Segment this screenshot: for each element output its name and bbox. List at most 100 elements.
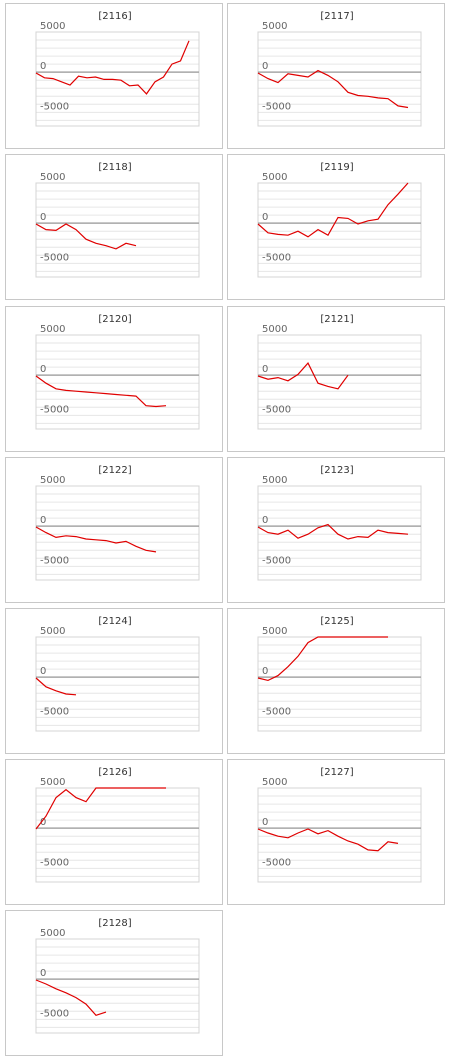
series-line [35, 375, 167, 408]
line-chart: [2122] 5000 0 -5000 [35, 465, 200, 581]
y-tick-label: -5000 [40, 555, 69, 566]
line-chart: [2118] 5000 0 -5000 [35, 162, 200, 278]
chart-panel: [2123] 5000 0 -5000 [227, 457, 445, 603]
series-line [35, 526, 157, 553]
y-tick-label: 5000 [40, 21, 65, 32]
line-chart: [2125] 5000 0 -5000 [257, 616, 422, 732]
chart-panel: [2120] 5000 0 -5000 [5, 306, 223, 452]
chart-panel: [2119] 5000 0 -5000 [227, 154, 445, 300]
y-tick-label: 5000 [262, 626, 287, 637]
chart-title: [2117] [320, 11, 353, 22]
chart-title: [2119] [320, 162, 353, 173]
series-line [257, 636, 388, 682]
line-chart: [2124] 5000 0 -5000 [35, 616, 200, 732]
line-chart: [2128] 5000 0 -5000 [35, 918, 200, 1034]
plot-frame [35, 334, 200, 430]
line-chart: [2120] 5000 0 -5000 [35, 314, 200, 430]
chart-title: [2128] [98, 918, 131, 929]
chart-title: [2120] [98, 314, 131, 325]
y-tick-label: -5000 [262, 252, 291, 263]
chart-title: [2116] [98, 11, 131, 22]
series-line [35, 40, 190, 95]
line-chart: [2116] 5000 0 -5000 [35, 11, 200, 127]
series-line [35, 787, 166, 830]
y-tick-label: 0 [40, 817, 46, 828]
y-tick-label: -5000 [40, 101, 69, 112]
line-chart: [2119] 5000 0 -5000 [257, 162, 422, 278]
chart-panel: [2127] 5000 0 -5000 [227, 759, 445, 905]
series-line [35, 223, 137, 250]
series-line [35, 677, 77, 696]
y-tick-label: -5000 [40, 404, 69, 415]
chart-title: [2127] [320, 767, 353, 778]
series-line [257, 182, 409, 238]
chart-panel: [2116] 5000 0 -5000 [5, 3, 223, 149]
y-tick-label: 5000 [262, 475, 287, 486]
chart-title: [2126] [98, 767, 131, 778]
line-chart: [2121] 5000 0 -5000 [257, 314, 422, 430]
series-line [35, 979, 107, 1016]
chart-panel: [2122] 5000 0 -5000 [5, 457, 223, 603]
y-tick-label: 5000 [40, 777, 65, 788]
chart-title: [2123] [320, 465, 353, 476]
series-line [257, 523, 409, 540]
chart-panel: [2121] 5000 0 -5000 [227, 306, 445, 452]
chart-title: [2124] [98, 616, 131, 627]
chart-panel: [2117] 5000 0 -5000 [227, 3, 445, 149]
y-tick-label: 0 [40, 968, 46, 979]
y-tick-label: -5000 [262, 555, 291, 566]
y-tick-label: 5000 [40, 475, 65, 486]
chart-panel: [2118] 5000 0 -5000 [5, 154, 223, 300]
line-chart: [2127] 5000 0 -5000 [257, 767, 422, 883]
series-line [257, 69, 409, 109]
y-tick-label: 0 [40, 212, 46, 223]
y-tick-label: -5000 [262, 101, 291, 112]
line-chart: [2123] 5000 0 -5000 [257, 465, 422, 581]
y-tick-label: 5000 [262, 172, 287, 183]
y-tick-label: -5000 [40, 857, 69, 868]
plot-frame [35, 938, 200, 1034]
y-tick-label: -5000 [262, 404, 291, 415]
y-tick-label: -5000 [40, 1008, 69, 1019]
plot-frame [257, 334, 422, 430]
line-chart: [2126] 5000 0 -5000 [35, 767, 200, 883]
plot-frame [257, 787, 422, 883]
y-tick-label: -5000 [40, 706, 69, 717]
series-line [257, 828, 399, 852]
y-tick-label: 0 [262, 212, 268, 223]
y-tick-label: -5000 [262, 857, 291, 868]
chart-title: [2122] [98, 465, 131, 476]
y-tick-label: 0 [40, 666, 46, 677]
y-tick-label: 0 [262, 515, 268, 526]
plot-frame [35, 31, 200, 127]
y-tick-label: 5000 [40, 626, 65, 637]
chart-panel: [2125] 5000 0 -5000 [227, 608, 445, 754]
plot-frame [35, 182, 200, 278]
y-tick-label: 5000 [262, 777, 287, 788]
y-tick-label: 0 [262, 364, 268, 375]
y-tick-label: 0 [262, 666, 268, 677]
line-chart: [2117] 5000 0 -5000 [257, 11, 422, 127]
plot-frame [35, 636, 200, 732]
y-tick-label: 5000 [40, 172, 65, 183]
chart-panel: [2124] 5000 0 -5000 [5, 608, 223, 754]
plot-frame [257, 31, 422, 127]
y-tick-label: 0 [262, 61, 268, 72]
y-tick-label: 5000 [40, 928, 65, 939]
chart-title: [2118] [98, 162, 131, 173]
y-tick-label: 5000 [262, 21, 287, 32]
plot-frame [35, 485, 200, 581]
y-tick-label: 5000 [40, 324, 65, 335]
y-tick-label: -5000 [40, 252, 69, 263]
y-tick-label: 0 [40, 61, 46, 72]
y-tick-label: 5000 [262, 324, 287, 335]
plot-frame [257, 182, 422, 278]
chart-title: [2121] [320, 314, 353, 325]
y-tick-label: 0 [40, 364, 46, 375]
y-tick-label: -5000 [262, 706, 291, 717]
series-line [257, 362, 349, 390]
y-tick-label: 0 [40, 515, 46, 526]
chart-panel: [2126] 5000 0 -5000 [5, 759, 223, 905]
y-tick-label: 0 [262, 817, 268, 828]
chart-title: [2125] [320, 616, 353, 627]
